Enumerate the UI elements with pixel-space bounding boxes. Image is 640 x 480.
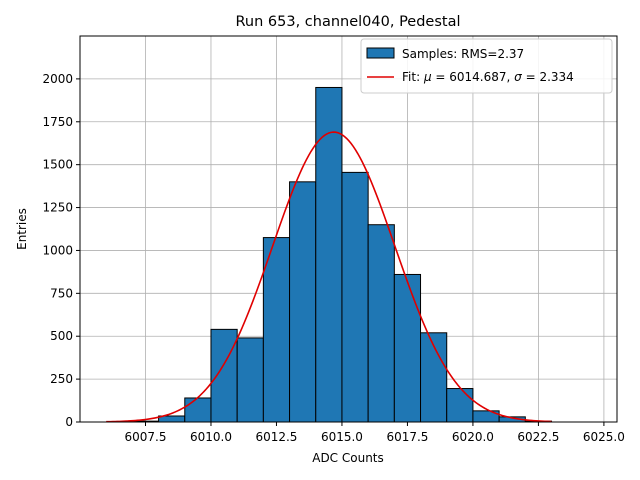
- legend-samples-label: Samples: RMS=2.37: [402, 47, 524, 61]
- histogram-bars: [131, 86, 553, 423]
- histogram-bar-12: [446, 388, 474, 423]
- x-tick-label-4: 6017.5: [386, 430, 428, 444]
- histogram-bar-3: [210, 328, 238, 423]
- legend-sigma-symbol: σ: [514, 70, 522, 84]
- y-axis-label: Entries: [15, 208, 29, 250]
- legend-mu-text: = 6014.687,: [432, 70, 515, 84]
- legend-sigma-text: = 2.334: [522, 70, 574, 84]
- y-tick-label-7: 1750: [42, 115, 73, 129]
- x-tick-label-7: 6025.0: [583, 430, 625, 444]
- legend-fit-prefix: Fit:: [402, 70, 424, 84]
- histogram-bar-2: [184, 397, 212, 423]
- x-tick-label-2: 6012.5: [255, 430, 297, 444]
- legend-samples-swatch: [366, 47, 395, 59]
- y-tick-label-6: 1500: [42, 158, 73, 172]
- legend: Samples: RMS=2.37 Fit: μ = 6014.687, σ =…: [360, 38, 613, 94]
- x-tick-label-0: 6007.5: [124, 430, 166, 444]
- x-axis-label: ADC Counts: [312, 451, 384, 465]
- plot-frame: [79, 35, 618, 423]
- histogram-bar-10: [393, 273, 422, 423]
- legend-mu-symbol: μ: [423, 70, 432, 84]
- y-axis-ticks: 0 250 500 750 1000 1250 1500 1750 2000: [42, 72, 80, 429]
- y-tick-label-2: 500: [50, 329, 73, 343]
- x-tick-label-5: 6020.0: [452, 430, 494, 444]
- x-tick-label-1: 6010.0: [190, 430, 232, 444]
- histogram-bar-5: [262, 237, 291, 423]
- fit-curve: [106, 131, 552, 423]
- histogram-bar-8: [341, 171, 369, 423]
- chart-title: Run 653, channel040, Pedestal: [235, 14, 460, 30]
- histogram-bar-6: [289, 181, 317, 423]
- y-tick-label-0: 0: [65, 415, 73, 429]
- histogram-bar-7: [315, 86, 343, 423]
- y-tick-label-8: 2000: [42, 72, 73, 86]
- x-axis-ticks: 6007.5 6010.0 6012.5 6015.0 6017.5 6020.0 6022…: [124, 422, 625, 444]
- legend-fit-label: Fit: μ = 6014.687, σ = 2.334: [402, 70, 574, 84]
- y-tick-label-4: 1000: [42, 243, 73, 257]
- y-tick-label-3: 750: [50, 286, 73, 300]
- x-tick-label-6: 6022.5: [517, 430, 559, 444]
- y-tick-label-1: 250: [50, 372, 73, 386]
- histogram-bar-11: [420, 332, 448, 423]
- histogram-bar-4: [236, 337, 264, 423]
- histogram-bar-9: [367, 224, 395, 423]
- legend-box: [360, 38, 613, 94]
- y-tick-label-5: 1250: [42, 201, 73, 215]
- x-tick-label-3: 6015.0: [321, 430, 363, 444]
